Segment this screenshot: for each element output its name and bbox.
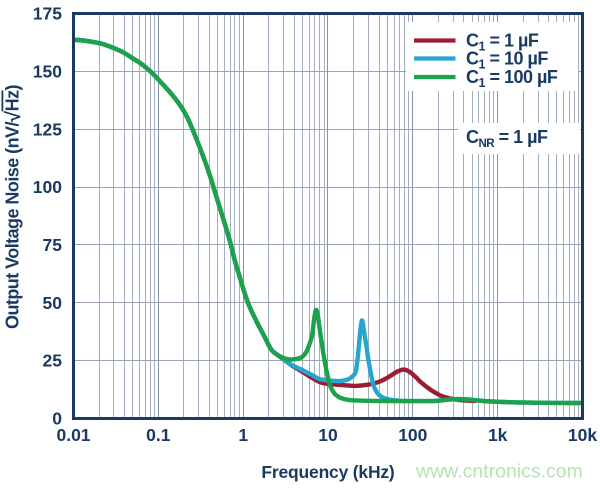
svg-text:C1 = 1 µF: C1 = 1 µF <box>466 31 539 54</box>
svg-text:C1 = 100 µF: C1 = 100 µF <box>466 67 558 90</box>
svg-text:www.cntronics.com: www.cntronics.com <box>415 461 583 483</box>
svg-text:10k: 10k <box>568 425 597 445</box>
svg-text:1: 1 <box>238 425 248 445</box>
svg-text:100: 100 <box>398 425 427 445</box>
svg-text:175: 175 <box>33 4 62 24</box>
svg-text:25: 25 <box>43 351 63 371</box>
svg-text:75: 75 <box>43 235 63 255</box>
svg-text:0: 0 <box>52 409 62 429</box>
svg-text:0.1: 0.1 <box>146 425 171 445</box>
svg-text:50: 50 <box>43 293 63 313</box>
svg-text:10: 10 <box>318 425 338 445</box>
svg-text:100: 100 <box>33 177 62 197</box>
svg-text:Frequency (kHz): Frequency (kHz) <box>261 462 394 482</box>
svg-text:CNR = 1 µF: CNR = 1 µF <box>466 127 548 150</box>
svg-text:C1 = 10 µF: C1 = 10 µF <box>466 49 548 72</box>
svg-text:150: 150 <box>33 62 62 82</box>
svg-text:0.01: 0.01 <box>56 425 90 445</box>
svg-text:1k: 1k <box>488 425 508 445</box>
svg-text:125: 125 <box>33 119 62 139</box>
svg-text:Output Voltage Noise (nV/√Hz): Output Voltage Noise (nV/√Hz) <box>2 84 25 329</box>
